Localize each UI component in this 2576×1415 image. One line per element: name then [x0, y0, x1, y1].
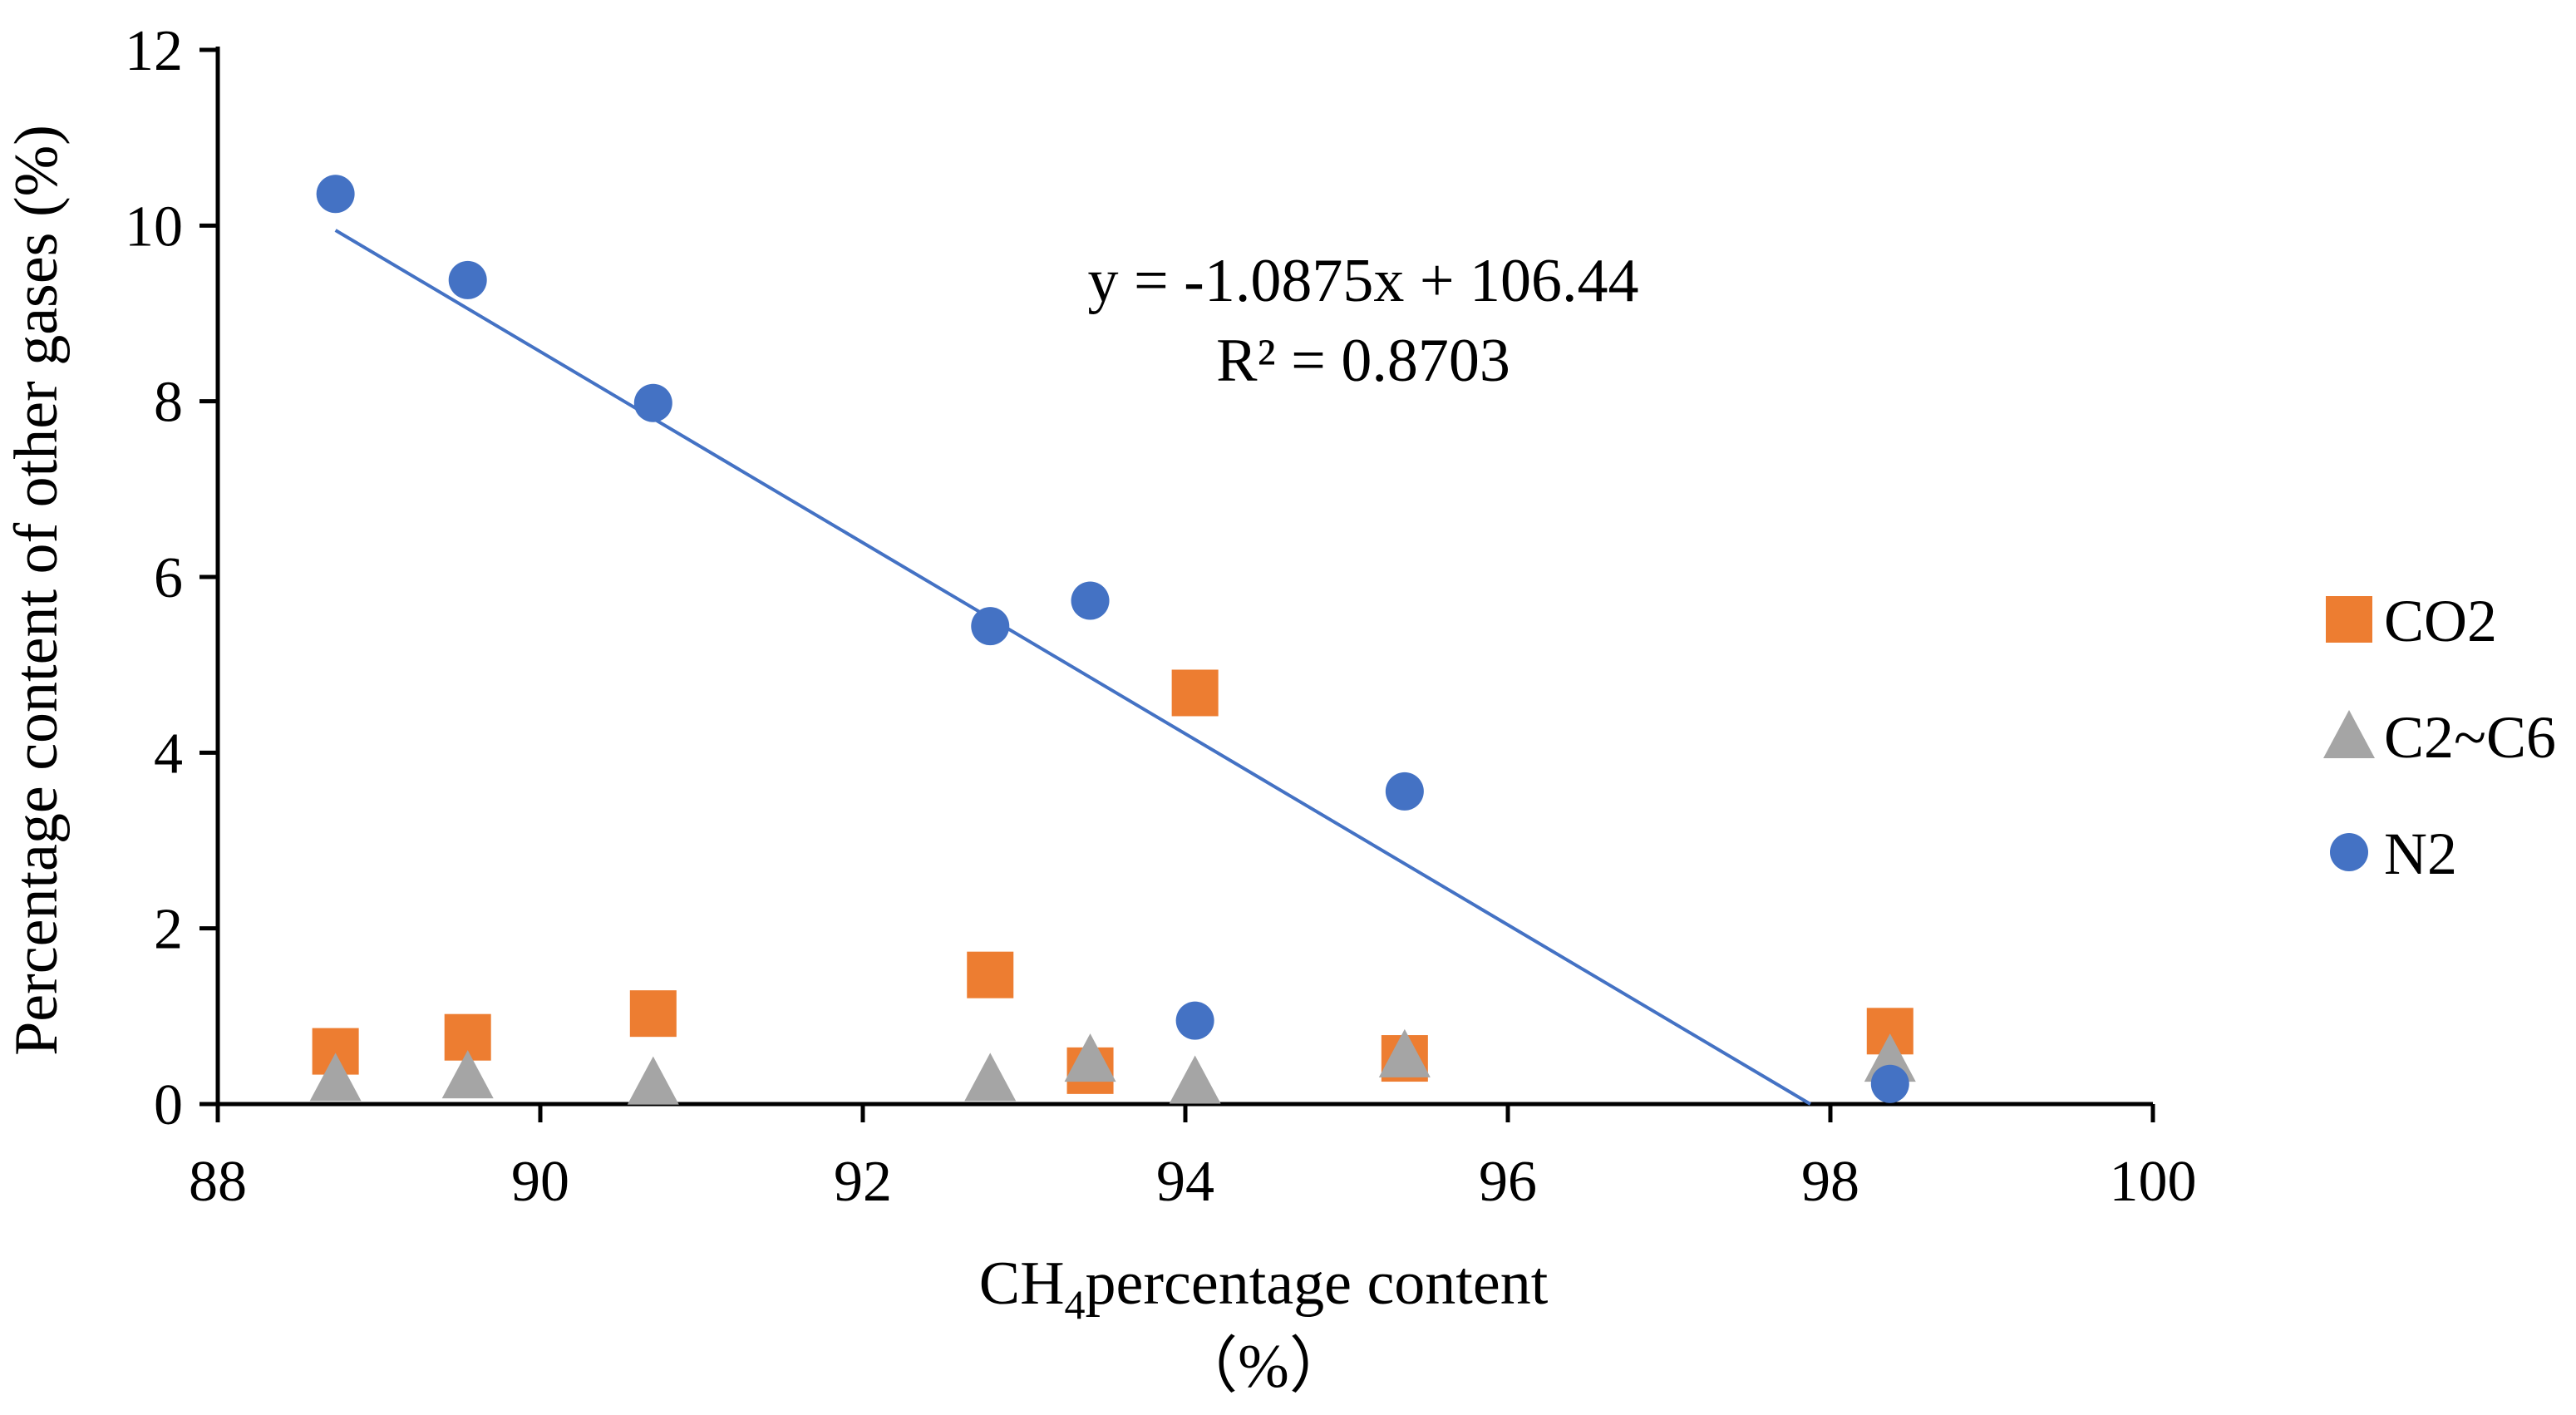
x-tick-label: 90 [511, 1150, 569, 1214]
c2-c6-point [309, 1053, 362, 1102]
n2-point [971, 607, 1010, 646]
n2-point [1385, 772, 1424, 811]
co2-point [1171, 669, 1219, 717]
x-axis-unit: （%） [1176, 1333, 1351, 1401]
x-tick-label: 92 [834, 1150, 892, 1214]
c2-c6-point [964, 1053, 1017, 1102]
x-axis-title-ch: CH [979, 1250, 1065, 1318]
c2-c6-point [1169, 1055, 1221, 1104]
n2-point [448, 260, 487, 299]
c2-c6-point [627, 1056, 679, 1105]
c2-c6-point [1864, 1033, 1916, 1082]
legend-c2-c6-label: C2~C6 [2384, 704, 2556, 771]
x-axis-title-subscript: 4 [1065, 1281, 1086, 1328]
x-tick-label: 94 [1156, 1150, 1214, 1214]
legend-co2-label: CO2 [2384, 588, 2497, 654]
legend-n2-marker [2330, 833, 2368, 871]
x-axis-title-rest: percentage content [1086, 1250, 1549, 1318]
trendline-equation: y = -1.0875x + 106.44 [1087, 247, 1638, 315]
y-axis-ticks: 0 2 4 6 8 10 12 [125, 19, 218, 1137]
y-tick-label: 6 [154, 546, 183, 610]
legend: CO2 C2~C6 N2 [2323, 588, 2556, 887]
data-points [309, 175, 1916, 1105]
c2-c6-point [441, 1050, 494, 1099]
n2-linear-trendline [334, 229, 1811, 1106]
x-tick-label: 98 [1801, 1150, 1859, 1214]
y-tick-label: 10 [125, 195, 183, 259]
legend-co2-marker [2326, 596, 2372, 643]
x-axis-ticks: 88 90 92 94 96 98 100 [189, 1104, 2197, 1214]
n2-point [316, 175, 355, 214]
x-axis-title: CH4percentage content [979, 1250, 1549, 1328]
legend-c2-c6-marker [2323, 710, 2375, 758]
y-tick-label: 12 [125, 19, 183, 83]
y-tick-label: 0 [154, 1073, 183, 1137]
legend-n2-label: N2 [2384, 821, 2457, 887]
x-tick-label: 96 [1479, 1150, 1537, 1214]
y-axis-title: Percentage content of other gases (%) [2, 125, 71, 1056]
co2-point [629, 990, 677, 1038]
co2-point [967, 951, 1014, 998]
n2-point [633, 383, 672, 422]
c2-c6-point [1378, 1028, 1431, 1077]
y-tick-label: 4 [154, 722, 183, 786]
n2-point [1870, 1064, 1909, 1103]
x-tick-label: 88 [189, 1150, 247, 1214]
n2-point [1175, 1001, 1214, 1040]
c2-c6-point [1064, 1033, 1116, 1082]
x-tick-label: 100 [2110, 1150, 2197, 1214]
y-tick-label: 8 [154, 371, 183, 435]
y-tick-label: 2 [154, 898, 183, 962]
trendline-r-squared: R² = 0.8703 [1216, 327, 1510, 395]
n2-point [1071, 581, 1110, 620]
